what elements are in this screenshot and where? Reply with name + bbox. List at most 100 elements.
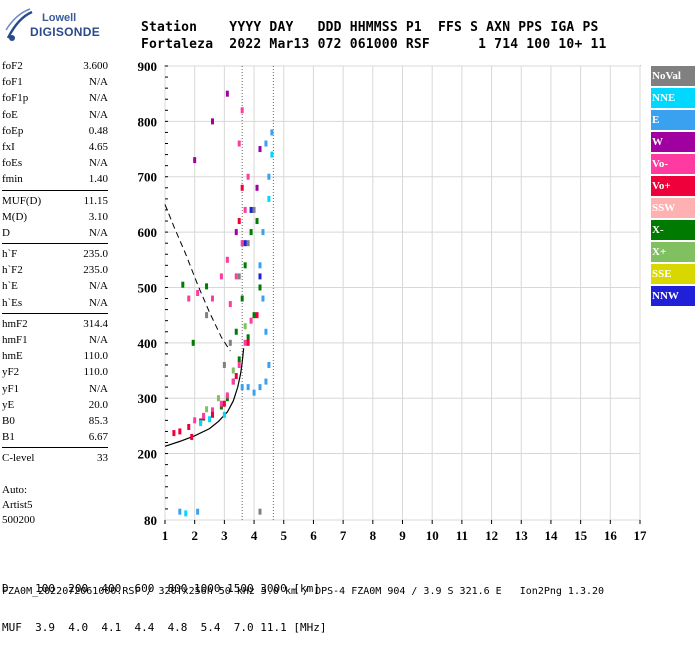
param-label: fmin bbox=[2, 173, 23, 186]
echo-point bbox=[234, 373, 238, 380]
echo-point bbox=[237, 218, 241, 225]
echo-point bbox=[237, 273, 241, 280]
echo-point bbox=[243, 323, 247, 330]
param-row: h`Es N/A bbox=[2, 295, 108, 311]
echo-point bbox=[261, 229, 265, 236]
echo-point bbox=[267, 361, 271, 368]
param-row: yE 20.0 bbox=[2, 397, 108, 413]
echo-point bbox=[258, 284, 262, 291]
echo-point bbox=[240, 184, 244, 191]
echo-point bbox=[252, 312, 256, 319]
param-label: foF2 bbox=[2, 60, 23, 72]
echo-point bbox=[246, 384, 250, 391]
x-tick-label: 13 bbox=[515, 528, 529, 543]
ionogram-chart: 1 2 3 4 5 6 7 8 9 10 11 12 13 14 15 16 17802003004005006… bbox=[138, 59, 648, 543]
param-value: N/A bbox=[89, 280, 108, 293]
muf-distance-row: D 100 200 400 600 800 1000 1500 3000 [km… bbox=[2, 582, 320, 595]
echo-point bbox=[237, 140, 241, 147]
echo-point bbox=[255, 312, 259, 319]
logo-text-digisonde: DIGISONDE bbox=[30, 25, 101, 39]
chart-axes: 1 2 3 4 5 6 7 8 9 10 11 12 13 14 15 16 17802003004005006… bbox=[138, 59, 648, 543]
echo-point bbox=[270, 151, 274, 158]
echo-point bbox=[191, 339, 195, 346]
param-row: foF1 N/A bbox=[2, 74, 108, 90]
param-label: foE bbox=[2, 108, 18, 121]
param-row: h`E N/A bbox=[2, 278, 108, 294]
param-value: N/A bbox=[89, 382, 108, 395]
logo-text-lowell: Lowell bbox=[42, 12, 77, 24]
param-label: foF1p bbox=[2, 92, 29, 105]
param-row: D N/A bbox=[2, 225, 108, 241]
echo-point bbox=[252, 206, 256, 213]
param-value: 235.0 bbox=[83, 248, 108, 261]
x-tick-label: 3 bbox=[221, 528, 228, 543]
y-tick-label: 500 bbox=[138, 280, 158, 295]
x-tick-label: 2 bbox=[191, 528, 198, 543]
echo-point bbox=[193, 157, 197, 164]
scaled-parameters-panel: foF2 3.600 foF1 N/A foF1p N/A foE N/A foEp 0.48 fx… bbox=[2, 58, 108, 467]
param-label: fxI bbox=[2, 140, 15, 153]
param-value: 20.0 bbox=[88, 398, 108, 411]
echo-point bbox=[270, 129, 274, 136]
param-label: foF1 bbox=[2, 76, 23, 89]
echo-point bbox=[249, 229, 253, 236]
param-row: C-level 33 bbox=[2, 450, 108, 466]
echo-point bbox=[178, 508, 182, 515]
echo-point bbox=[249, 206, 253, 213]
param-row: fxI 4.65 bbox=[2, 139, 108, 155]
echo-point bbox=[267, 195, 271, 202]
param-label: hmE bbox=[2, 350, 23, 363]
param-value: 4.65 bbox=[88, 140, 108, 153]
header-row-values: Fortaleza 2022 Mar13 072 061000 RSF 1 71… bbox=[141, 37, 607, 52]
param-value: N/A bbox=[89, 226, 108, 239]
param-row: foE N/A bbox=[2, 107, 108, 123]
chart-grid bbox=[164, 65, 641, 521]
echo-point bbox=[243, 206, 247, 213]
logo-mark-icon bbox=[5, 8, 33, 41]
echo-point bbox=[205, 312, 209, 319]
param-row: foF1p N/A bbox=[2, 90, 108, 106]
legend-item-w: W bbox=[651, 132, 695, 154]
echo-point bbox=[208, 416, 212, 423]
echo-point bbox=[258, 146, 262, 153]
x-tick-label: 14 bbox=[544, 528, 558, 543]
echo-point bbox=[211, 118, 214, 125]
echo-point bbox=[205, 283, 209, 290]
echo-point bbox=[258, 384, 262, 391]
echo-point bbox=[225, 392, 229, 399]
echo-point bbox=[190, 433, 194, 440]
param-row: yF1 N/A bbox=[2, 381, 108, 397]
param-label: B1 bbox=[2, 431, 15, 444]
legend-item-nne: NNE bbox=[651, 88, 695, 110]
param-value: 11.15 bbox=[83, 194, 108, 207]
echo-point bbox=[240, 295, 244, 302]
param-label: B0 bbox=[2, 414, 15, 427]
echo-point bbox=[246, 173, 250, 180]
x-tick-label: 6 bbox=[310, 528, 317, 543]
param-label: yE bbox=[2, 398, 15, 411]
echo-point bbox=[258, 508, 262, 515]
param-value: N/A bbox=[89, 334, 108, 346]
param-row: foEs N/A bbox=[2, 155, 108, 171]
echo-point bbox=[243, 339, 247, 346]
y-tick-label: 300 bbox=[138, 391, 158, 406]
param-value: 3.600 bbox=[83, 60, 108, 72]
param-value: 110.0 bbox=[83, 366, 108, 379]
param-label: C-level bbox=[2, 452, 35, 465]
echo-point bbox=[211, 407, 214, 414]
echo-point bbox=[249, 317, 253, 324]
echo-point bbox=[172, 430, 176, 437]
echo-point bbox=[246, 240, 250, 247]
echo-point bbox=[237, 361, 241, 368]
param-label: hmF1 bbox=[2, 334, 28, 346]
param-label: yF2 bbox=[2, 366, 20, 379]
echo-point bbox=[246, 339, 250, 346]
param-label: MUF(D) bbox=[2, 194, 42, 207]
x-tick-label: 4 bbox=[251, 528, 258, 543]
param-row: hmE 110.0 bbox=[2, 348, 108, 364]
x-tick-label: 15 bbox=[574, 528, 588, 543]
muf-table: D 100 200 400 600 800 1000 1500 3000 [km… bbox=[2, 556, 327, 647]
param-row: MUF(D) 11.15 bbox=[2, 193, 108, 209]
muf-frequency-row: MUF 3.9 4.0 4.1 4.4 4.8 5.4 7.0 11.1 [MH… bbox=[2, 621, 327, 634]
echo-point bbox=[231, 367, 235, 374]
